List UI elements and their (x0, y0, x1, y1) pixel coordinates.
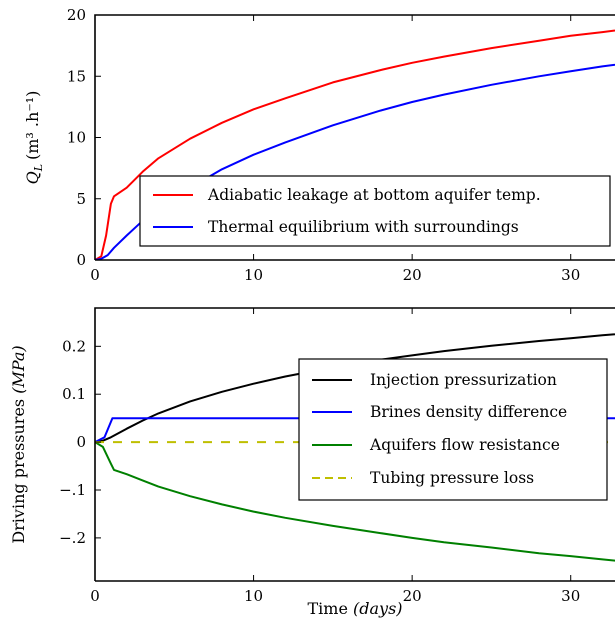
plot-bottom-xtick-label: 20 (403, 587, 422, 605)
plot-top-legend-box (139, 175, 611, 247)
legend-label-tubing: Tubing pressure loss (370, 469, 534, 487)
legend-label-aquifers: Aquifers flow resistance (369, 436, 560, 454)
plot-bottom-xtick-label: 0 (90, 587, 100, 605)
plot-top-xtick-label: 30 (561, 266, 580, 284)
plot-top-ytick-label: 0 (76, 251, 86, 269)
plot-top-xtick-label: 10 (244, 266, 263, 284)
plot-bottom-legend: Injection pressurization Brines density … (298, 358, 608, 501)
plot-top-ylabel: QL(m³ .h⁻¹) (23, 91, 45, 185)
plot-bottom-ytick-label: 0.1 (62, 385, 86, 403)
legend-label-adiabatic: Adiabatic leakage at bottom aquifer temp… (207, 186, 541, 204)
plot-bottom-ytick-label: −.2 (59, 529, 86, 547)
plot-bottom-series-2 (95, 441, 615, 562)
legend-label-brines: Brines density difference (370, 403, 567, 421)
plot-top-ticks: 0 10 20 30 0 5 10 15 20 (67, 6, 580, 284)
plot-top-xtick-label: 20 (403, 266, 422, 284)
plot-bottom-series-0 (95, 333, 615, 444)
plot-bottom-xlabel: Time (days) (307, 599, 402, 618)
plot-top-ytick-label: 20 (67, 6, 86, 24)
plot-top-ytick-label: 10 (67, 129, 86, 147)
plot-bottom-ylabel: Driving pressures (MPa) (9, 345, 28, 543)
plot-top-legend: Adiabatic leakage at bottom aquifer temp… (139, 175, 611, 247)
plot-top-ytick-label: 15 (67, 67, 86, 85)
plot-bottom-legend-box (298, 358, 608, 501)
plot-top-lines (95, 29, 615, 260)
plot-bottom: 0 10 20 30 −.2 −.1 0 0.1 0.2 Driving pressures (… (9, 307, 615, 618)
plot-bottom-ticks: 0 10 20 30 −.2 −.1 0 0.1 0.2 (59, 308, 580, 605)
plot-top: 0 10 20 30 0 5 10 15 20 QL(m³ .h⁻¹) Adiabatic le… (23, 6, 615, 284)
plot-top-xtick-label: 0 (90, 266, 100, 284)
plot-bottom-ytick-label: 0 (76, 433, 86, 451)
legend-label-injection: Injection pressurization (370, 371, 557, 389)
plot-bottom-xtick-label: 30 (561, 587, 580, 605)
plot-top-series-0 (95, 29, 615, 260)
plot-top-ytick-label: 5 (76, 190, 86, 208)
plot-bottom-xtick-label: 10 (244, 587, 263, 605)
plot-bottom-ytick-label: 0.2 (62, 337, 86, 355)
plot-top-series-1 (95, 63, 615, 260)
legend-label-thermal: Thermal equilibrium with surroundings (208, 218, 519, 236)
plot-bottom-ytick-label: −.1 (59, 481, 86, 499)
